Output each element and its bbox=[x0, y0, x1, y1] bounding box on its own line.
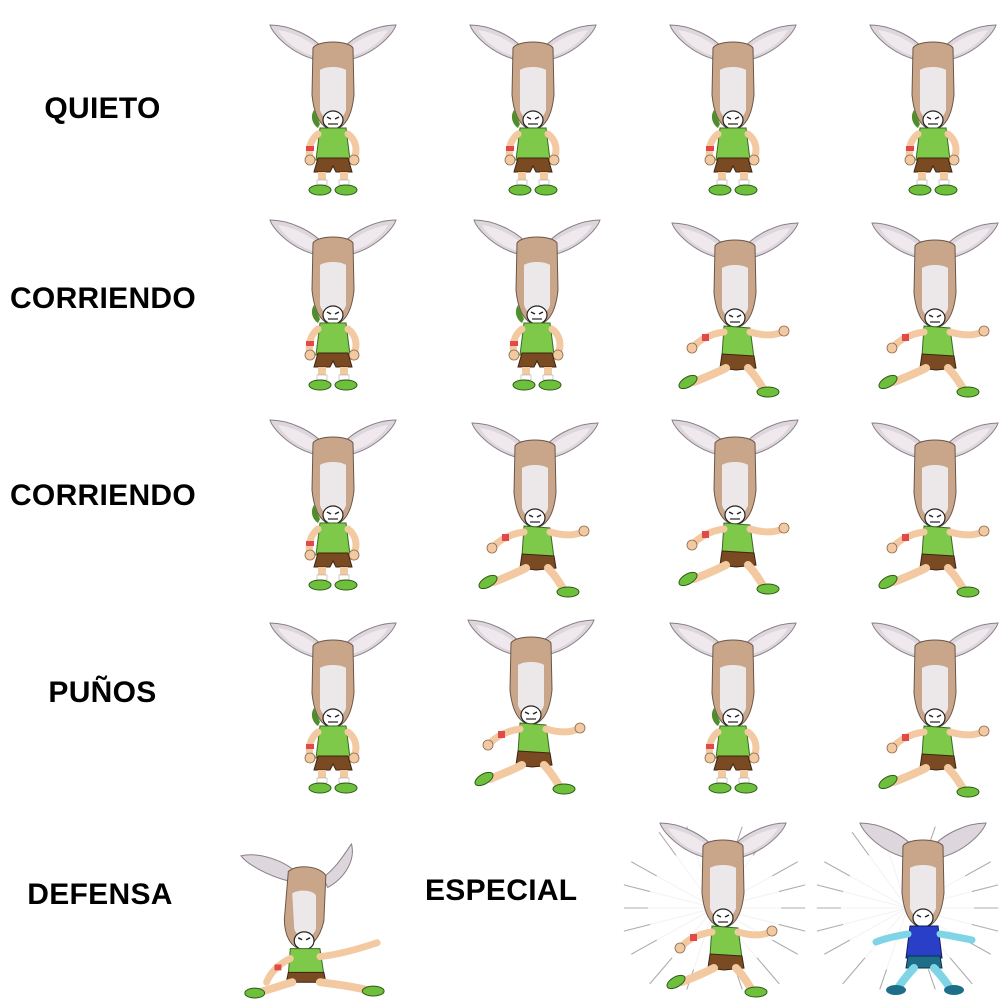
sprite-punos-frame-4 bbox=[870, 618, 1000, 798]
row-label-punos: PUÑOS bbox=[48, 676, 157, 709]
sprite-corriendo2-frame-2 bbox=[470, 418, 600, 598]
sprite-corriendo1-frame-1 bbox=[268, 215, 398, 395]
sprite-punos-frame-1 bbox=[268, 618, 398, 798]
sprite-corriendo2-frame-3 bbox=[670, 415, 800, 595]
sprite-quieto-frame-2 bbox=[468, 20, 598, 200]
row-label-corriendo-1: CORRIENDO bbox=[9, 282, 197, 315]
sprite-quieto-frame-3 bbox=[668, 20, 798, 200]
sprite-especial-frame-2 bbox=[858, 818, 988, 998]
sprite-defensa-frame-1 bbox=[228, 842, 398, 1000]
special-label: ESPECIAL bbox=[425, 874, 578, 907]
sprite-corriendo2-frame-4 bbox=[870, 418, 1000, 598]
sprite-quieto-frame-1 bbox=[268, 20, 398, 200]
row-label-corriendo-2: CORRIENDO bbox=[9, 479, 197, 512]
sprite-corriendo1-frame-2 bbox=[472, 215, 602, 395]
sprite-punos-frame-2 bbox=[466, 615, 596, 795]
sprite-corriendo1-frame-4 bbox=[870, 218, 1000, 398]
sprite-especial-frame-1 bbox=[658, 818, 788, 998]
row-label-defensa: DEFENSA bbox=[27, 878, 173, 911]
sprite-corriendo2-frame-1 bbox=[268, 415, 398, 595]
sprite-quieto-frame-4 bbox=[868, 20, 998, 200]
sprite-corriendo1-frame-3 bbox=[670, 218, 800, 398]
sprite-punos-frame-3 bbox=[668, 618, 798, 798]
row-label-quieto: QUIETO bbox=[44, 92, 161, 125]
